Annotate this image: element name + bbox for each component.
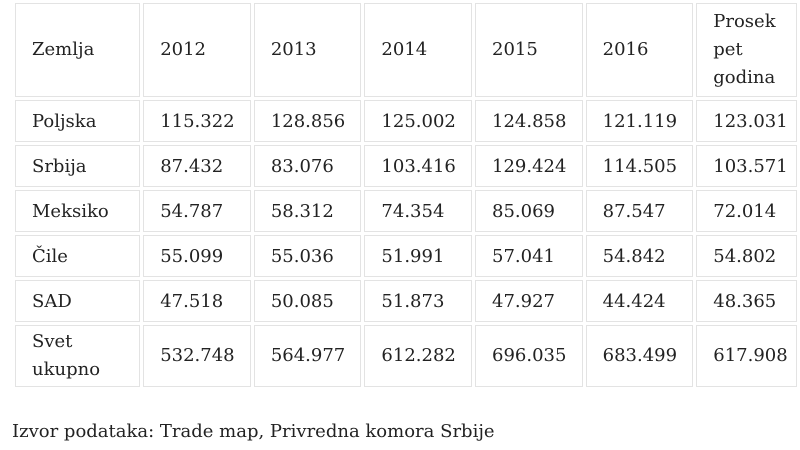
table-cell: 115.322 — [143, 100, 251, 142]
table-cell: 85.069 — [475, 190, 583, 232]
table-cell: 696.035 — [475, 325, 583, 387]
table-cell: 54.802 — [696, 235, 797, 277]
table-cell: 114.505 — [585, 145, 694, 187]
table-row: Meksiko 54.787 58.312 74.354 85.069 87.5… — [15, 190, 797, 232]
table-cell: 57.041 — [475, 235, 583, 277]
table-cell: 121.119 — [585, 100, 694, 142]
table-row: Svet ukupno 532.748 564.977 612.282 696.… — [15, 325, 797, 387]
table-cell: 103.571 — [696, 145, 797, 187]
table-cell: 617.908 — [696, 325, 797, 387]
table-cell: 58.312 — [253, 190, 362, 232]
table-cell: 129.424 — [475, 145, 583, 187]
header-2014: 2014 — [364, 3, 473, 97]
table-cell: 54.842 — [585, 235, 694, 277]
table-cell: 128.856 — [253, 100, 362, 142]
table-cell: 74.354 — [364, 190, 473, 232]
table-cell: Svet ukupno — [15, 325, 141, 387]
table-cell: Poljska — [15, 100, 141, 142]
header-2013: 2013 — [253, 3, 362, 97]
table-cell: 50.085 — [253, 280, 362, 322]
table-cell: Srbija — [15, 145, 141, 187]
header-2015: 2015 — [475, 3, 583, 97]
table-cell: 72.014 — [696, 190, 797, 232]
table-cell: 54.787 — [143, 190, 251, 232]
table-cell: SAD — [15, 280, 141, 322]
table-row: Srbija 87.432 83.076 103.416 129.424 114… — [15, 145, 797, 187]
table-cell: 55.099 — [143, 235, 251, 277]
table-cell: 612.282 — [364, 325, 473, 387]
table-cell: 123.031 — [696, 100, 797, 142]
table-cell: Čile — [15, 235, 141, 277]
table-row: Poljska 115.322 128.856 125.002 124.858 … — [15, 100, 797, 142]
table-row: Čile 55.099 55.036 51.991 57.041 54.842 … — [15, 235, 797, 277]
table-cell: 55.036 — [253, 235, 362, 277]
table-cell: 124.858 — [475, 100, 583, 142]
table-cell: 83.076 — [253, 145, 362, 187]
table-cell: 125.002 — [364, 100, 473, 142]
table-cell: 48.365 — [696, 280, 797, 322]
header-row: Zemlja 2012 2013 2014 2015 2016 Prosek p… — [15, 3, 797, 97]
table-cell: 683.499 — [585, 325, 694, 387]
table-cell: Meksiko — [15, 190, 141, 232]
table-cell: 87.432 — [143, 145, 251, 187]
table-cell: 87.547 — [585, 190, 694, 232]
table-cell: 44.424 — [585, 280, 694, 322]
data-table: Zemlja 2012 2013 2014 2015 2016 Prosek p… — [12, 0, 800, 390]
header-country: Zemlja — [15, 3, 141, 97]
header-2016: 2016 — [585, 3, 694, 97]
table-cell: 47.927 — [475, 280, 583, 322]
table-cell: 103.416 — [364, 145, 473, 187]
header-2012: 2012 — [143, 3, 251, 97]
table-cell: 51.873 — [364, 280, 473, 322]
table-row: SAD 47.518 50.085 51.873 47.927 44.424 4… — [15, 280, 797, 322]
source-caption: Izvor podataka: Trade map, Privredna kom… — [12, 421, 495, 442]
table-cell: 51.991 — [364, 235, 473, 277]
table-cell: 47.518 — [143, 280, 251, 322]
header-average: Prosek pet godina — [696, 3, 797, 97]
table-cell: 532.748 — [143, 325, 251, 387]
table-cell: 564.977 — [253, 325, 362, 387]
